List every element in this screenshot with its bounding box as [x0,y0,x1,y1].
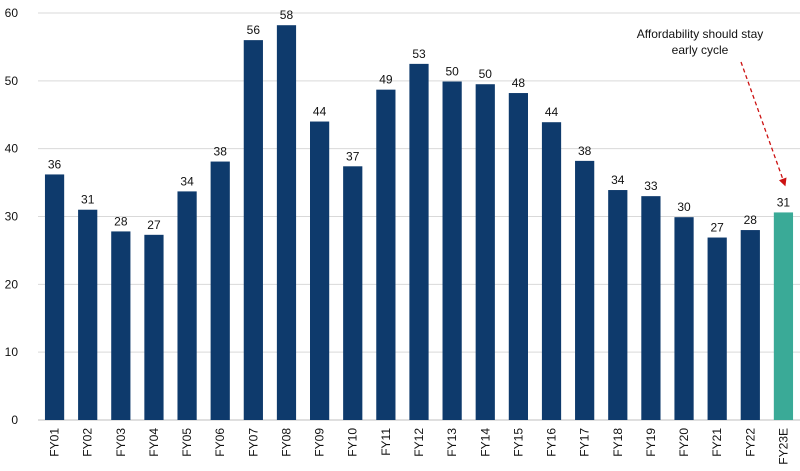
bar-fy18 [608,190,628,420]
data-label: 34 [611,173,625,187]
bar-fy23e [773,212,794,420]
annotation: Affordability should stay early cycle [637,27,787,187]
annotation-line-1: Affordability should stay [637,27,764,41]
x-tick-label: FY12 [412,428,426,457]
x-tick-label: FY01 [48,428,62,457]
bar-fy19 [641,196,661,420]
data-label: 28 [744,213,758,227]
x-tick-label: FY11 [379,428,393,456]
bar-fy09 [310,121,330,421]
x-tick-label: FY09 [313,428,327,457]
x-tick-label: FY08 [279,428,293,457]
x-tick-label: FY15 [511,428,525,457]
bars [44,25,794,421]
data-label: 38 [578,144,592,158]
data-label: 38 [214,145,228,159]
x-tick-label: FY22 [743,428,757,457]
bar-fy10 [343,166,363,420]
x-tick-label: FY13 [445,428,459,457]
data-label: 49 [379,73,393,87]
data-label: 36 [48,157,62,171]
data-label: 30 [677,200,691,214]
data-label: 44 [545,105,559,119]
x-tick-label: FY20 [677,428,691,457]
x-tick-label: FY14 [478,428,492,457]
bar-fy15 [508,93,528,420]
data-label: 50 [479,67,493,81]
bar-fy04 [144,234,164,420]
data-label: 27 [147,218,161,232]
x-tick-label: FY03 [114,428,128,457]
y-axis-ticks: 0 10 20 30 40 50 60 [5,6,19,427]
data-label: 44 [313,105,327,119]
x-tick-label: FY10 [346,428,360,457]
x-tick-label: FY02 [81,428,95,457]
y-tick-label: 30 [5,210,19,224]
y-tick-label: 50 [5,74,19,88]
data-label: 31 [81,193,95,207]
bar-fy07 [243,40,263,421]
data-label: 28 [114,214,128,228]
bar-fy21 [707,237,727,420]
y-tick-label: 10 [5,345,19,359]
data-label: 31 [777,195,791,209]
annotation-line-2: early cycle [672,43,729,57]
bar-fy01 [44,174,65,420]
bar-fy16 [541,122,562,420]
bar-fy05 [177,191,197,420]
data-label: 48 [512,76,526,90]
x-tick-label: FY07 [246,428,260,457]
bar-fy14 [475,84,495,420]
data-label: 33 [644,179,658,193]
y-tick-label: 0 [11,413,18,427]
bar-fy17 [575,160,595,421]
bar-fy20 [674,217,694,420]
bar-fy22 [740,230,760,420]
data-label: 58 [280,8,294,22]
y-tick-label: 40 [5,142,19,156]
data-label: 56 [247,23,261,37]
x-tick-label: FY04 [147,428,161,457]
data-label: 27 [710,221,724,235]
x-tick-label: FY18 [611,428,625,457]
bar-fy13 [442,81,462,421]
annotation-arrow [740,61,787,187]
bar-fy02 [78,209,98,420]
bar-fy11 [376,89,396,420]
data-label: 37 [346,149,360,163]
x-tick-label: FY23E [776,428,790,465]
y-tick-label: 20 [5,277,19,291]
data-label: 53 [412,47,426,61]
data-label: 50 [445,65,459,79]
bar-fy12 [409,63,429,420]
x-tick-label: FY16 [545,428,559,457]
data-labels: 36 31 28 27 34 38 56 58 44 37 49 53 50 50 48 44 38 34 33 30… [48,8,791,234]
bar-fy03 [111,231,131,420]
x-tick-label: FY05 [180,428,194,457]
x-tick-label: FY19 [644,428,658,457]
x-tick-label: FY17 [578,428,592,457]
bar-fy08 [276,25,297,421]
x-tick-label: FY21 [710,428,724,457]
y-tick-label: 60 [5,6,19,20]
data-label: 34 [180,174,194,188]
bar-fy06 [210,161,230,420]
annotation-arrowhead [778,177,787,187]
x-axis-ticks: FY01 FY02 FY03 FY04 FY05 FY06 FY07 FY08 FY09 FY10… [48,428,791,465]
x-tick-label: FY06 [213,428,227,457]
